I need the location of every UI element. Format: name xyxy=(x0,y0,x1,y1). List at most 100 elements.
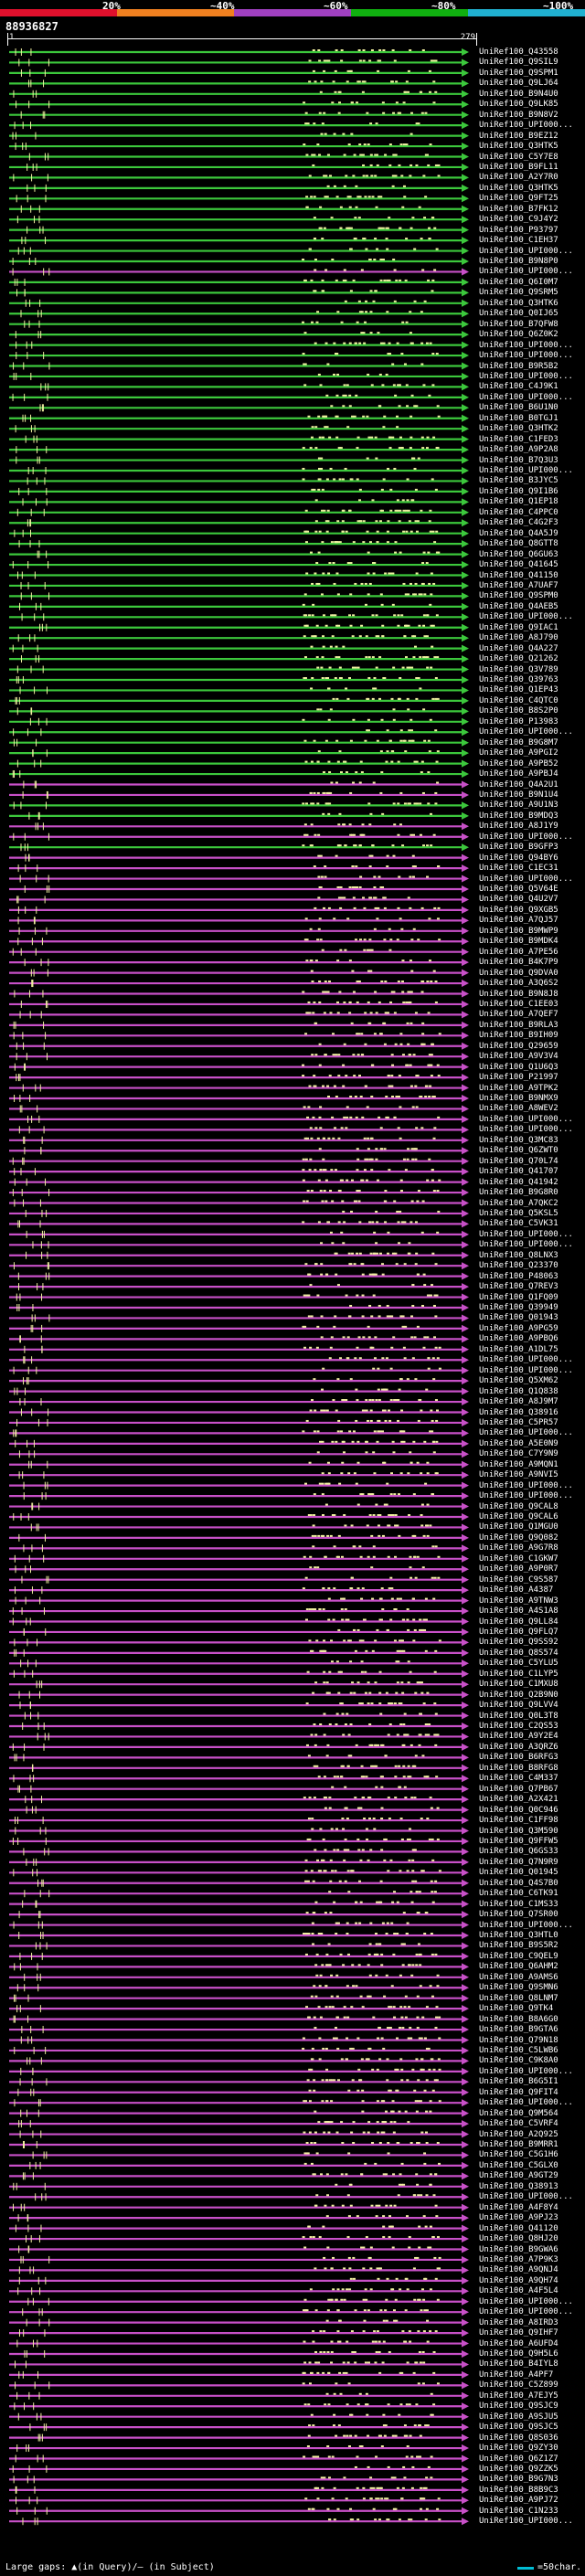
subject-id[interactable]: UniRef100_Q6GS33 xyxy=(479,1847,558,1857)
subject-id[interactable]: UniRef100_Q9LL84 xyxy=(479,1617,558,1627)
subject-id[interactable]: UniRef100_B9IH09 xyxy=(479,1031,558,1041)
subject-id[interactable]: UniRef100_UPI000... xyxy=(479,727,573,737)
subject-id[interactable]: UniRef100_Q9FIT4 xyxy=(479,2087,558,2097)
subject-id[interactable]: UniRef100_A7PE56 xyxy=(479,947,558,957)
subject-id[interactable]: UniRef100_Q8LNX3 xyxy=(479,1250,558,1260)
subject-id[interactable]: UniRef100_C5G1H6 xyxy=(479,2150,558,2160)
subject-id[interactable]: UniRef100_UPI000... xyxy=(479,246,573,256)
subject-id[interactable]: UniRef100_A7UAF7 xyxy=(479,580,558,590)
subject-id[interactable]: UniRef100_Q38916 xyxy=(479,1407,558,1417)
subject-id[interactable]: UniRef100_Q29659 xyxy=(479,1041,558,1051)
subject-id[interactable]: UniRef100_A1DL75 xyxy=(479,1344,558,1354)
subject-id[interactable]: UniRef100_P93797 xyxy=(479,225,558,235)
subject-id[interactable]: UniRef100_A9TPK2 xyxy=(479,1083,558,1093)
subject-id[interactable]: UniRef100_C1MS33 xyxy=(479,1899,558,1909)
subject-id[interactable]: UniRef100_B9G8M7 xyxy=(479,737,558,747)
subject-id[interactable]: UniRef100_Q9ZY30 xyxy=(479,2443,558,2454)
subject-id[interactable]: UniRef100_UPI000... xyxy=(479,1114,573,1124)
subject-id[interactable]: UniRef100_Q9SRM5 xyxy=(479,288,558,298)
subject-id[interactable]: UniRef100_A8IRD3 xyxy=(479,2317,558,2327)
subject-id[interactable]: UniRef100_C1FED3 xyxy=(479,434,558,444)
subject-id[interactable]: UniRef100_A9V3V4 xyxy=(479,1052,558,1062)
subject-id[interactable]: UniRef100_B9R5B2 xyxy=(479,361,558,371)
subject-id[interactable]: UniRef100_B9G7N3 xyxy=(479,2475,558,2485)
subject-id[interactable]: UniRef100_UPI000... xyxy=(479,1920,573,1930)
subject-id[interactable]: UniRef100_Q9SPM1 xyxy=(479,68,558,78)
subject-id[interactable]: UniRef100_C9S587 xyxy=(479,1574,558,1585)
subject-id[interactable]: UniRef100_Q3MC83 xyxy=(479,1135,558,1145)
subject-id[interactable]: UniRef100_B9RLA3 xyxy=(479,1020,558,1030)
subject-id[interactable]: UniRef100_Q3HTK5 xyxy=(479,142,558,152)
subject-id[interactable]: UniRef100_Q43558 xyxy=(479,48,558,57)
subject-id[interactable]: UniRef100_Q9IHF7 xyxy=(479,2328,558,2338)
subject-id[interactable]: UniRef100_P13983 xyxy=(479,716,558,726)
subject-id[interactable]: UniRef100_A8J1Y9 xyxy=(479,822,558,832)
subject-id[interactable]: UniRef100_Q5V64E xyxy=(479,885,558,894)
subject-id[interactable]: UniRef100_Q9XGB5 xyxy=(479,905,558,915)
subject-id[interactable]: UniRef100_P48063 xyxy=(479,1271,558,1281)
subject-id[interactable]: UniRef100_Q23370 xyxy=(479,1261,558,1271)
subject-id[interactable]: UniRef100_Q5XM62 xyxy=(479,1376,558,1386)
subject-id[interactable]: UniRef100_Q8HJ20 xyxy=(479,2234,558,2244)
subject-id[interactable]: UniRef100_Q5KSL5 xyxy=(479,1208,558,1218)
subject-id[interactable]: UniRef100_B9MWP9 xyxy=(479,926,558,936)
subject-id[interactable]: UniRef100_C1EC31 xyxy=(479,864,558,874)
subject-id[interactable]: UniRef100_Q79N18 xyxy=(479,2035,558,2045)
subject-id[interactable]: UniRef100_A9PG59 xyxy=(479,1323,558,1333)
subject-id[interactable]: UniRef100_C5VRF4 xyxy=(479,2119,558,2129)
subject-id[interactable]: UniRef100_A9PJ23 xyxy=(479,2213,558,2223)
subject-id[interactable]: UniRef100_Q0IJ65 xyxy=(479,309,558,319)
subject-id[interactable]: UniRef100_Q4A2U1 xyxy=(479,779,558,790)
subject-id[interactable]: UniRef100_Q6ZWT0 xyxy=(479,1146,558,1156)
subject-id[interactable]: UniRef100_A9TNW3 xyxy=(479,1595,558,1606)
subject-id[interactable]: UniRef100_Q9SPM0 xyxy=(479,591,558,601)
subject-id[interactable]: UniRef100_UPI000... xyxy=(479,1491,573,1501)
subject-id[interactable]: UniRef100_Q0L3T8 xyxy=(479,1711,558,1721)
subject-id[interactable]: UniRef100_Q6Z0K2 xyxy=(479,330,558,340)
subject-id[interactable]: UniRef100_C1FF98 xyxy=(479,1816,558,1826)
subject-id[interactable]: UniRef100_UPI000... xyxy=(479,1480,573,1490)
subject-id[interactable]: UniRef100_B9NMX9 xyxy=(479,1094,558,1103)
subject-id[interactable]: UniRef100_A4387 xyxy=(479,1585,554,1595)
subject-id[interactable]: UniRef100_C9K8A0 xyxy=(479,2056,558,2066)
subject-id[interactable]: UniRef100_Q8S036 xyxy=(479,2433,558,2443)
subject-id[interactable]: UniRef100_C7Y9N9 xyxy=(479,1449,558,1459)
subject-id[interactable]: UniRef100_Q21262 xyxy=(479,654,558,664)
subject-id[interactable]: UniRef100_UPI000... xyxy=(479,612,573,622)
subject-id[interactable]: UniRef100_Q6GU63 xyxy=(479,549,558,559)
subject-id[interactable]: UniRef100_C5Y7E8 xyxy=(479,152,558,162)
subject-id[interactable]: UniRef100_C9J4Y2 xyxy=(479,215,558,225)
subject-id[interactable]: UniRef100_C5Z899 xyxy=(479,2380,558,2390)
subject-id[interactable]: UniRef100_B8RFG8 xyxy=(479,1763,558,1773)
subject-id[interactable]: UniRef100_C1LYP5 xyxy=(479,1669,558,1679)
subject-id[interactable]: UniRef100_A9PGI2 xyxy=(479,748,558,758)
subject-id[interactable]: UniRef100_Q41707 xyxy=(479,1167,558,1177)
subject-id[interactable]: UniRef100_Q1EP43 xyxy=(479,685,558,695)
subject-id[interactable]: UniRef100_B7QFW8 xyxy=(479,319,558,329)
subject-id[interactable]: UniRef100_Q41150 xyxy=(479,570,558,580)
subject-id[interactable]: UniRef100_Q3HTL0 xyxy=(479,1931,558,1940)
subject-id[interactable]: UniRef100_A4PF7 xyxy=(479,2369,554,2380)
subject-id[interactable]: UniRef100_Q9SS92 xyxy=(479,1638,558,1648)
subject-id[interactable]: UniRef100_UPI000... xyxy=(479,2307,573,2317)
subject-id[interactable]: UniRef100_Q9CAL6 xyxy=(479,1512,558,1521)
subject-id[interactable]: UniRef100_UPI000... xyxy=(479,1428,573,1438)
subject-id[interactable]: UniRef100_Q9H5L6 xyxy=(479,2349,558,2359)
subject-id[interactable]: UniRef100_Q9FLQ7 xyxy=(479,1627,558,1637)
subject-id[interactable]: UniRef100_Q9LK85 xyxy=(479,100,558,110)
subject-id[interactable]: UniRef100_Q2B9N0 xyxy=(479,1690,558,1700)
subject-id[interactable]: UniRef100_Q9FFW5 xyxy=(479,1836,558,1846)
subject-id[interactable]: UniRef100_UPI000... xyxy=(479,121,573,131)
subject-id[interactable]: UniRef100_B7Q3U3 xyxy=(479,455,558,465)
subject-id[interactable]: UniRef100_UPI000... xyxy=(479,466,573,475)
subject-id[interactable]: UniRef100_C5YLU5 xyxy=(479,1659,558,1669)
subject-id[interactable]: UniRef100_B9EZ12 xyxy=(479,131,558,141)
subject-id[interactable]: UniRef100_B9N1U4 xyxy=(479,790,558,800)
subject-id[interactable]: UniRef100_A6UFD4 xyxy=(479,2338,558,2348)
subject-id[interactable]: UniRef100_Q9ZZK5 xyxy=(479,2464,558,2474)
subject-id[interactable]: UniRef100_Q7N9R9 xyxy=(479,1857,558,1867)
subject-id[interactable]: UniRef100_C5VK31 xyxy=(479,1219,558,1229)
subject-id[interactable]: UniRef100_B9N4U0 xyxy=(479,89,558,99)
subject-id[interactable]: UniRef100_C1EE03 xyxy=(479,999,558,1009)
subject-id[interactable]: UniRef100_Q39949 xyxy=(479,1303,558,1312)
